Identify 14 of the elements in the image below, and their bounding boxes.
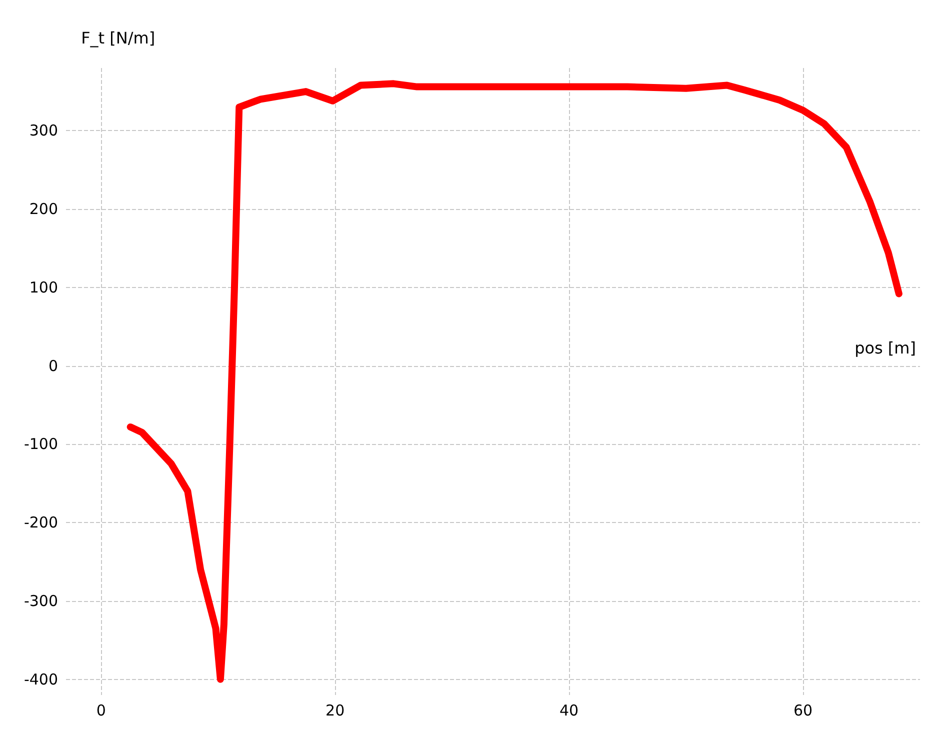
y-tick-label: -400	[24, 670, 58, 688]
x-tick-label: 20	[326, 702, 345, 720]
y-tick-label: -100	[24, 435, 58, 454]
y-axis-title: F_t [N/m]	[81, 28, 156, 48]
y-tick-label: 0	[48, 356, 58, 375]
x-tick-label: 60	[793, 702, 813, 720]
y-tick-label: 100	[29, 278, 58, 296]
y-tick-label: -200	[24, 514, 58, 532]
x-tick-label: 0	[96, 702, 106, 720]
x-axis-title: pos [m]	[854, 338, 916, 358]
y-tick-label: 300	[29, 122, 58, 140]
x-tick-label: 40	[559, 702, 579, 720]
y-tick-label: 200	[29, 200, 58, 218]
y-tick-label: -300	[24, 592, 58, 610]
